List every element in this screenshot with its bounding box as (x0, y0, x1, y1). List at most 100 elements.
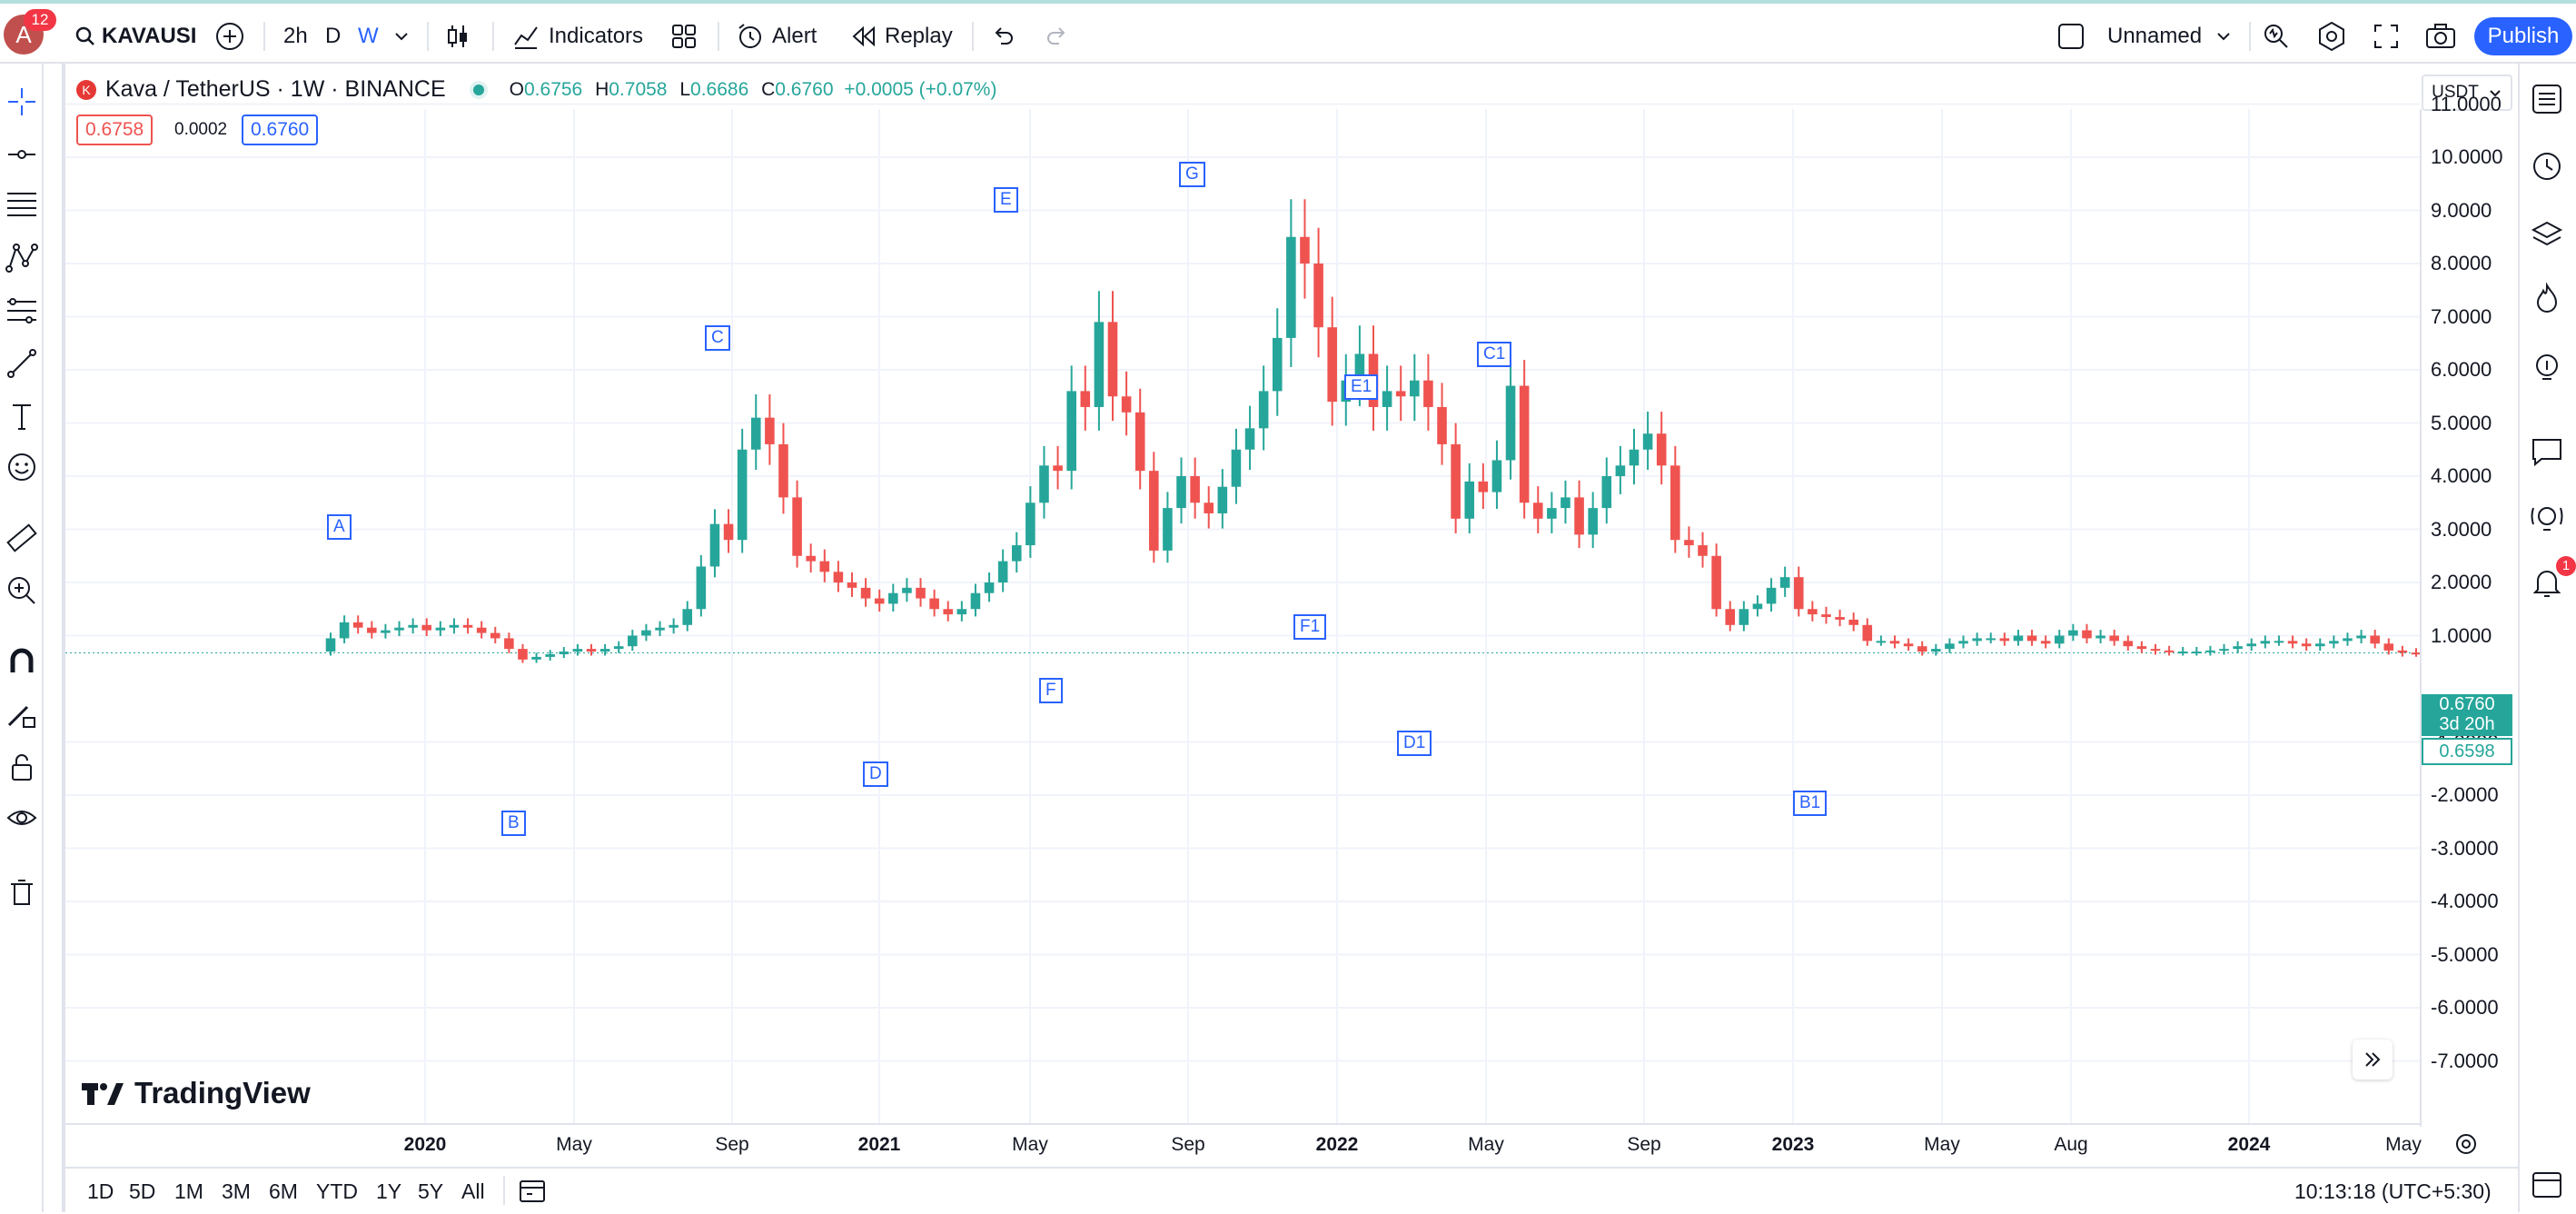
interval-d[interactable]: D (325, 24, 342, 48)
candle-body (1011, 545, 1022, 562)
alerts-panel-button[interactable] (2518, 145, 2576, 187)
goto-date-button[interactable] (518, 1178, 549, 1209)
wave-label-g[interactable]: G (1179, 162, 1205, 187)
wave-label-d[interactable]: D (863, 761, 888, 787)
compare-add-button[interactable] (214, 18, 245, 55)
range-5y[interactable]: 5Y (418, 1179, 444, 1203)
time-tick: Sep (1171, 1134, 1205, 1155)
wave-label-d1[interactable]: D1 (1397, 731, 1432, 756)
symbol-search[interactable]: KAVAUSI (74, 18, 196, 55)
trendline-tool[interactable] (0, 136, 44, 173)
candle-body (1601, 476, 1612, 509)
sell-price-box[interactable]: 0.6758 (76, 114, 154, 145)
brush-tool[interactable] (0, 345, 44, 382)
wave-label-c1[interactable]: C1 (1477, 342, 1512, 367)
publish-button[interactable]: Publish (2474, 17, 2572, 55)
crosshair-tool[interactable] (0, 84, 44, 120)
scroll-to-realtime-button[interactable] (2353, 1040, 2393, 1080)
candle-body (1190, 476, 1200, 503)
bell-icon (2532, 571, 2561, 597)
candle-body (833, 572, 844, 582)
price-scale[interactable] (2420, 109, 2518, 1127)
undo-button[interactable] (990, 18, 1016, 55)
fib-tool[interactable] (0, 186, 44, 223)
emoji-tool[interactable] (0, 449, 44, 485)
currency-selector[interactable]: USDT (2422, 75, 2512, 111)
wave-label-b[interactable]: B (501, 811, 526, 836)
quick-search-button[interactable] (2262, 18, 2291, 55)
range-1m[interactable]: 1M (174, 1179, 203, 1203)
zoom-tool[interactable] (0, 572, 44, 609)
forecasting-tool[interactable] (0, 293, 44, 329)
range-3m[interactable]: 3M (222, 1179, 251, 1203)
lock-tool[interactable] (0, 749, 44, 785)
drawing-mode-tool[interactable] (0, 696, 44, 732)
candle-body (2109, 635, 2119, 642)
layout-toggle-button[interactable] (2056, 18, 2086, 55)
candle-body (381, 630, 391, 633)
chart-type-button[interactable] (443, 18, 472, 55)
replay-button[interactable]: Replay (850, 18, 953, 55)
chats-button[interactable] (2518, 431, 2576, 473)
tradingview-watermark[interactable]: TradingView (82, 1076, 311, 1110)
drawing-toolbar (0, 64, 44, 1212)
streams-button[interactable] (2518, 498, 2576, 540)
wave-label-a[interactable]: A (327, 514, 352, 540)
settings-button[interactable] (2316, 18, 2347, 55)
snapshot-button[interactable] (2425, 18, 2456, 55)
candle-body (2329, 641, 2339, 644)
candle-body (1163, 508, 1173, 551)
range-5d[interactable]: 5D (129, 1179, 156, 1203)
magnet-tool[interactable] (0, 643, 44, 680)
time-scale[interactable] (65, 1123, 2420, 1167)
fullscreen-button[interactable] (2373, 18, 2400, 55)
time-axis-settings-button[interactable] (2454, 1132, 2478, 1160)
hotlists-button[interactable] (2518, 278, 2576, 320)
range-6m[interactable]: 6M (269, 1179, 298, 1203)
range-1y[interactable]: 1Y (376, 1179, 402, 1203)
candle-body (888, 592, 898, 604)
templates-button[interactable] (670, 18, 698, 55)
watchlist-button[interactable] (2518, 78, 2576, 120)
candle-body (1835, 617, 1845, 620)
range-1d[interactable]: 1D (87, 1179, 114, 1203)
clock-timezone[interactable]: 10:13:18 (UTC+5:30) (2294, 1179, 2492, 1203)
ideas-button[interactable] (2518, 347, 2576, 389)
layout-name-button[interactable]: Unnamed (2107, 18, 2233, 55)
range-ytd[interactable]: YTD (316, 1179, 358, 1203)
symbol-legend[interactable]: K Kava / TetherUS · 1W · BINANCE O0.6756… (76, 76, 996, 103)
chart-pane[interactable] (62, 64, 2518, 1212)
interval-w[interactable]: W (358, 24, 379, 48)
wave-label-e[interactable]: E (994, 187, 1018, 213)
wave-label-c[interactable]: C (705, 325, 730, 351)
interval-dropdown[interactable] (392, 18, 411, 55)
symbol-name: KAVAUSI (102, 24, 197, 48)
interval-2h[interactable]: 2h (283, 24, 308, 48)
hide-drawings-tool[interactable] (0, 800, 44, 836)
wave-label-f1[interactable]: F1 (1293, 614, 1327, 640)
time-tick: Aug (2054, 1134, 2088, 1155)
wave-label-b1[interactable]: B1 (1793, 791, 1828, 816)
buy-price-box[interactable]: 0.6760 (242, 114, 319, 145)
alert-button[interactable]: Alert (736, 18, 817, 55)
wave-label-e1[interactable]: E1 (1344, 374, 1379, 400)
wave-label-f[interactable]: F (1039, 678, 1063, 703)
redo-button[interactable] (1045, 18, 1070, 55)
calendar-icon (2532, 1172, 2561, 1198)
range-all[interactable]: All (461, 1179, 485, 1203)
calendar-button[interactable] (2518, 1163, 2576, 1205)
candle-body (1821, 614, 1831, 618)
text-tool[interactable] (0, 398, 44, 434)
object-tree-button[interactable] (2518, 214, 2576, 256)
indicators-button[interactable]: Indicators (512, 18, 643, 55)
delete-drawings-tool[interactable] (0, 874, 44, 910)
candle-body (641, 630, 651, 636)
pattern-tool[interactable] (0, 240, 44, 276)
candle-body (1451, 443, 1461, 519)
candle-body (1615, 465, 1626, 476)
price-chart[interactable] (65, 64, 2518, 1212)
clock-icon (2533, 153, 2561, 180)
measure-tool[interactable] (0, 520, 44, 556)
price-tick: -2.0000 (2431, 783, 2499, 806)
notifications-button[interactable] (2518, 562, 2576, 603)
